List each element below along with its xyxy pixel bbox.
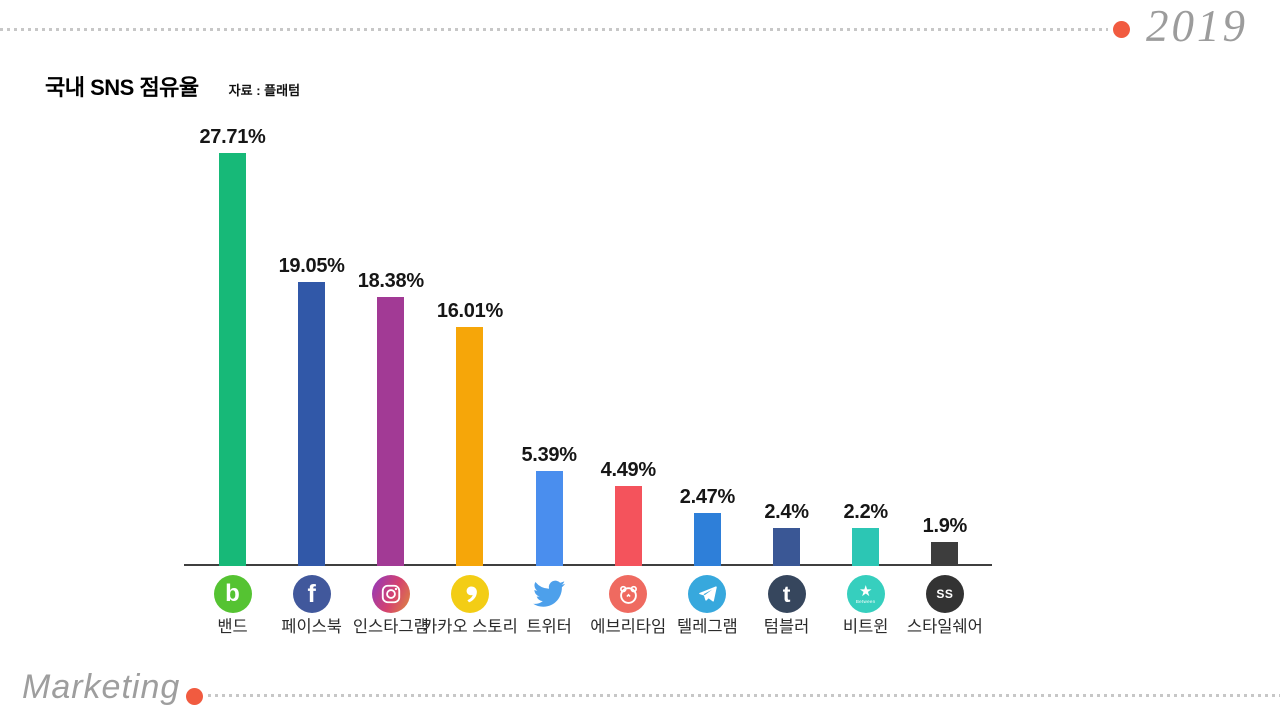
instagram-icon xyxy=(371,575,410,613)
bottom-accent-dot xyxy=(186,688,203,705)
chart-header: 국내 SNS 점유율 자료 : 플래텀 xyxy=(45,70,300,102)
bar-category-label: 에브리타임 xyxy=(590,618,667,636)
bar-category-label: 텀블러 xyxy=(763,618,810,636)
bar-category-label: 비트윈 xyxy=(842,618,889,636)
bar-value-label: 27.71% xyxy=(199,126,266,148)
bar xyxy=(219,153,246,566)
styleshare-icon: SS xyxy=(925,575,964,613)
bar-value-label: 5.39% xyxy=(521,444,577,466)
top-dotted-rule xyxy=(0,28,1108,31)
bar xyxy=(931,542,959,566)
bar-category-label: 텔레그램 xyxy=(677,618,738,636)
year-label: 2019 xyxy=(1146,1,1248,51)
bar-value-label: 1.9% xyxy=(922,515,968,537)
bar-category-label: 스타일쉐어 xyxy=(906,618,983,636)
bar-category-label: 카카오 스토리 xyxy=(422,618,518,636)
bar-value-label: 16.01% xyxy=(436,300,503,322)
band-icon: b xyxy=(213,575,252,613)
bar-category-label: 인스타그램 xyxy=(352,618,429,636)
between-icon: ★ Between xyxy=(846,575,885,613)
everytime-icon xyxy=(609,575,648,613)
twitter-icon xyxy=(530,575,568,613)
facebook-icon: f xyxy=(292,575,331,613)
bar xyxy=(456,327,484,566)
bar xyxy=(535,471,563,566)
footer-brand-label: Marketing xyxy=(22,668,181,706)
page-title: 국내 SNS 점유율 xyxy=(45,75,199,100)
bar xyxy=(773,528,801,566)
kakaostory-icon xyxy=(450,575,489,613)
top-accent-dot xyxy=(1113,21,1130,38)
bar-value-label: 18.38% xyxy=(357,270,424,292)
bar-category-label: 밴드 xyxy=(217,618,248,636)
tumblr-icon: t xyxy=(767,575,806,613)
bar-value-label: 2.2% xyxy=(843,501,888,523)
bar-category-label: 트위터 xyxy=(526,618,572,636)
bar-value-label: 4.49% xyxy=(600,459,657,481)
bar-value-label: 2.4% xyxy=(764,501,809,523)
bar-value-label: 19.05% xyxy=(278,255,345,277)
source-note: 자료 : 플래텀 xyxy=(228,83,301,98)
bar-category-label: 페이스북 xyxy=(281,618,342,636)
bar xyxy=(298,282,326,566)
bar xyxy=(693,513,721,566)
bottom-dotted-rule xyxy=(208,694,1280,697)
bar xyxy=(377,297,405,566)
bar-value-label: 2.47% xyxy=(679,486,736,508)
bar xyxy=(852,528,880,566)
bar xyxy=(614,486,642,566)
x-axis-line xyxy=(184,564,992,566)
telegram-icon xyxy=(688,575,727,613)
